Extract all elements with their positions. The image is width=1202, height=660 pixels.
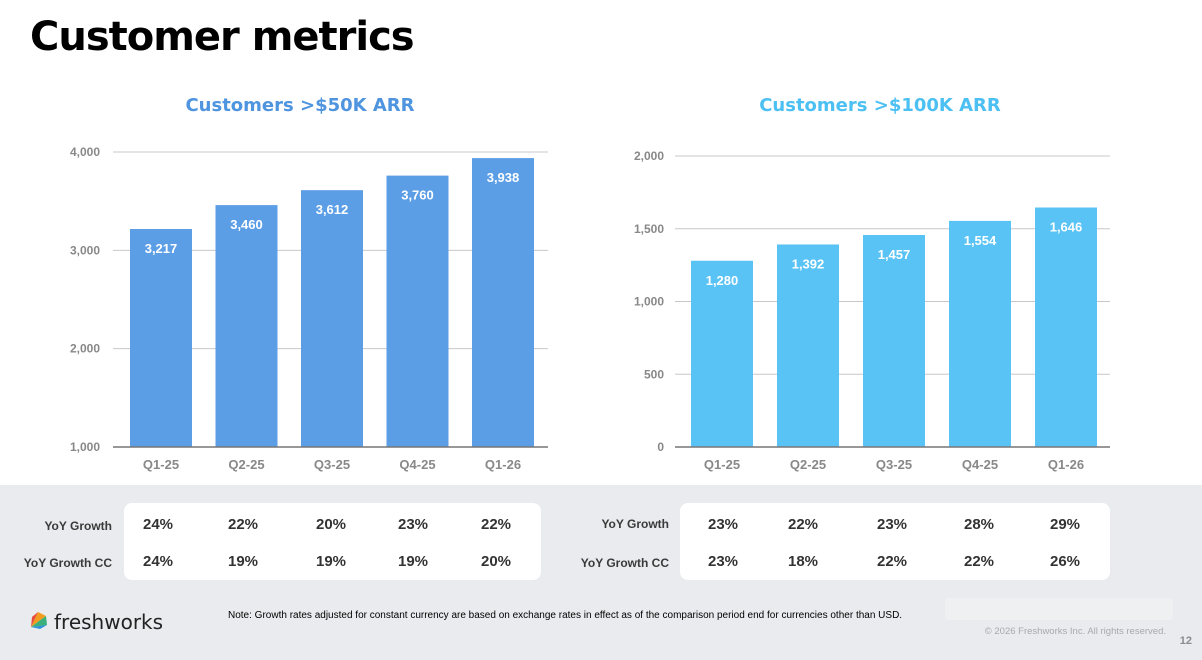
x-tick-label: Q1-26 (485, 457, 521, 472)
growth-cell: 23% (707, 516, 739, 533)
page-number: 12 (1179, 635, 1192, 647)
growth-cell: 19% (397, 553, 429, 570)
growth-cell: 19% (315, 553, 347, 570)
copyright: © 2026 Freshworks Inc. All rights reserv… (984, 626, 1166, 637)
x-tick-label: Q2-25 (228, 457, 264, 472)
data-label: 3,217 (145, 241, 178, 256)
y-tick-label: 4,000 (70, 145, 100, 159)
growth-cell: 20% (315, 516, 347, 533)
y-tick-label: 1,000 (634, 295, 664, 309)
bar (301, 190, 363, 448)
y-tick-label: 1,500 (634, 222, 664, 236)
growth-cell: 22% (787, 516, 819, 533)
bar (472, 158, 534, 447)
chart-title: Customers >$100K ARR (759, 95, 1001, 116)
y-tick-label: 3,000 (70, 243, 100, 257)
bar (691, 260, 753, 447)
bar (215, 205, 278, 447)
data-label: 1,646 (1050, 220, 1083, 235)
growth-cell: 19% (227, 553, 259, 570)
freshworks-logo-icon (28, 608, 50, 635)
data-label: 1,457 (878, 247, 911, 262)
growth-row-label: YoY Growth (44, 519, 112, 533)
growth-cell: 22% (876, 553, 908, 570)
growth-row-label: YoY Growth CC (580, 556, 669, 570)
chart-title: Customers >$50K ARR (185, 95, 415, 116)
growth-table-50k (124, 503, 541, 580)
y-tick-label: 1,000 (70, 440, 100, 454)
chart-customers-50k: Customers >$50K ARR 1,000 2,000 3,000 4,000… (0, 90, 600, 485)
growth-cell: 23% (707, 553, 739, 570)
growth-cell: 24% (142, 553, 174, 570)
bar (949, 220, 1011, 447)
data-label: 3,460 (230, 217, 263, 232)
y-tick-label: 2,000 (70, 342, 100, 356)
bar (130, 228, 192, 447)
x-tick-label: Q1-25 (704, 457, 740, 472)
chart-plot: 0 500 1,000 1,500 2,000 1,280 Q1-25 1,392 Q2-25 1… (634, 149, 1110, 472)
footnote: Note: Growth rates adjusted for constant… (228, 610, 903, 621)
growth-cell: 23% (876, 516, 908, 533)
chart-plot: 1,000 2,000 3,000 4,000 3,217 Q1-25 3,460 Q2-25… (70, 145, 548, 472)
data-label: 1,392 (792, 256, 825, 271)
bar (777, 244, 839, 447)
x-tick-label: Q3-25 (876, 457, 912, 472)
x-tick-label: Q4-25 (399, 457, 435, 472)
data-label: 3,612 (316, 202, 349, 217)
growth-table-100k (680, 503, 1110, 580)
growth-cell: 22% (480, 516, 512, 533)
footer-box (945, 598, 1173, 620)
growth-cell: 26% (1049, 553, 1081, 570)
bar (386, 175, 449, 447)
y-tick-label: 2,000 (634, 149, 664, 163)
y-tick-label: 500 (644, 367, 664, 381)
growth-row-label: YoY Growth (601, 517, 669, 531)
x-tick-label: Q3-25 (314, 457, 350, 472)
x-tick-label: Q1-25 (143, 457, 179, 472)
data-label: 3,938 (487, 170, 520, 185)
growth-cell: 23% (397, 516, 429, 533)
growth-cell: 18% (787, 553, 819, 570)
page-title: Customer metrics (30, 14, 415, 60)
growth-cell: 22% (963, 553, 995, 570)
bar (863, 235, 925, 447)
data-label: 1,280 (706, 273, 739, 288)
growth-row-label: YoY Growth CC (23, 556, 112, 570)
x-tick-label: Q1-26 (1048, 457, 1084, 472)
growth-cell: 20% (480, 553, 512, 570)
y-tick-label: 0 (657, 440, 664, 454)
growth-cell: 28% (963, 516, 995, 533)
data-label: 3,760 (401, 188, 434, 203)
growth-cell: 22% (227, 516, 259, 533)
x-tick-label: Q2-25 (790, 457, 826, 472)
growth-cell: 24% (142, 516, 174, 533)
x-tick-label: Q4-25 (962, 457, 998, 472)
freshworks-logo: freshworks (28, 608, 163, 635)
logo-text: freshworks (54, 609, 164, 634)
chart-customers-100k: Customers >$100K ARR 0 500 1,000 1,500 2,000… (580, 90, 1180, 485)
growth-cell: 29% (1049, 516, 1081, 533)
bar (1035, 207, 1097, 447)
data-label: 1,554 (964, 233, 997, 248)
